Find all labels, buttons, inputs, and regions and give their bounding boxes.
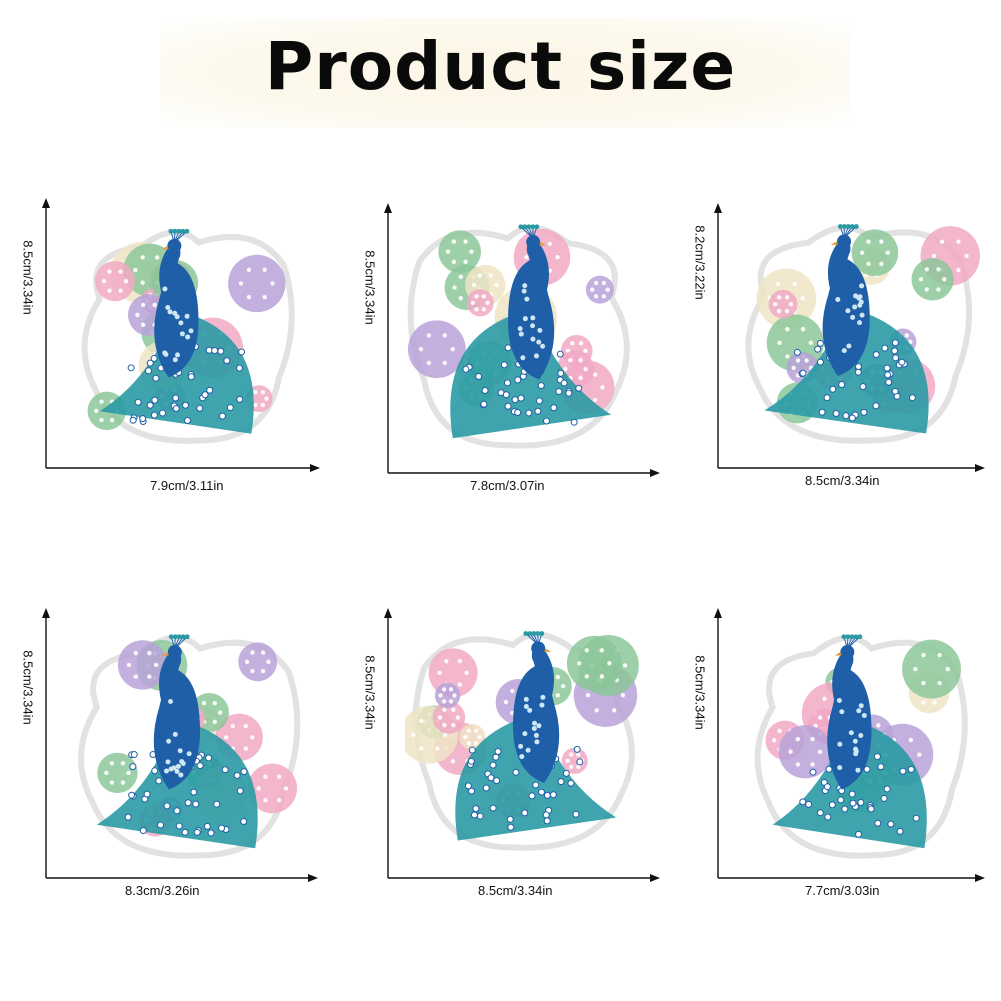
height-label: 8.5cm/3.34in xyxy=(362,655,378,730)
title-band xyxy=(160,18,850,128)
height-label: 8.5cm/3.34in xyxy=(362,250,378,325)
product-cell-6: 8.5cm/3.34in 7.7cm/3.03in xyxy=(690,600,990,930)
width-label: 7.9cm/3.11in xyxy=(150,478,224,493)
width-label: 7.8cm/3.07in xyxy=(470,478,545,493)
peacock-sticker-icon xyxy=(400,215,640,450)
peacock-sticker-icon xyxy=(745,625,975,860)
width-label: 8.5cm/3.34in xyxy=(478,883,553,898)
dimension-axes xyxy=(42,198,320,472)
product-cell-2: 8.5cm/3.34in 7.8cm/3.07in xyxy=(360,195,660,525)
width-label: 7.7cm/3.03in xyxy=(805,883,880,898)
height-label: 8.2cm/3.22in xyxy=(692,225,708,300)
width-label: 8.3cm/3.26in xyxy=(125,883,200,898)
dimension-axes xyxy=(42,608,318,882)
product-cell-3: 8.2cm/3.22in 8.5cm/3.34in xyxy=(690,195,990,525)
product-cell-1: 8.5cm/3.34in 7.9cm/3.11in xyxy=(20,190,320,520)
product-cell-4: 8.5cm/3.34in 8.3cm/3.26in xyxy=(20,600,320,930)
peacock-sticker-icon xyxy=(400,622,645,852)
peacock-sticker-icon xyxy=(72,220,302,445)
peacock-sticker-icon xyxy=(735,215,981,445)
height-label: 8.5cm/3.34in xyxy=(20,650,36,725)
product-cell-5: 8.5cm/3.34in 8.5cm/3.34in xyxy=(360,600,660,930)
dimension-axes xyxy=(384,203,660,477)
page-title: Product size xyxy=(264,28,737,105)
dimension-axes xyxy=(714,608,985,882)
dimension-axes xyxy=(384,608,660,882)
width-label: 8.5cm/3.34in xyxy=(805,473,880,488)
dimension-axes xyxy=(714,203,985,472)
height-label: 8.5cm/3.34in xyxy=(692,655,708,730)
height-label: 8.5cm/3.34in xyxy=(20,240,36,315)
peacock-sticker-icon xyxy=(68,625,308,860)
